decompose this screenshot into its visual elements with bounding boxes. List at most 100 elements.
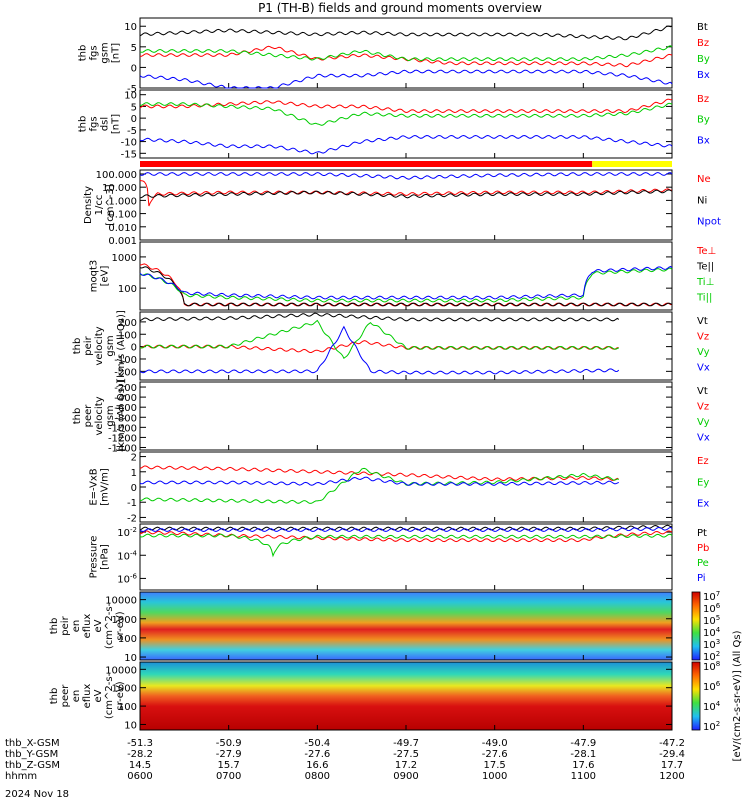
y-tick-label: -1200 (108, 433, 137, 444)
x-axis: thb_X-GSM -51.3 -50.9 -50.4 -49.7 -49.0 -47.9-… (5, 630, 743, 782)
y-axis-label-line: [eV] (100, 266, 111, 287)
y-axis-label-line: en (71, 620, 82, 633)
legend-entry: Vy (697, 417, 710, 428)
series-ey (139, 467, 619, 504)
legend-entry: Ni (697, 195, 707, 206)
x-axis-value: 17.7 (661, 760, 683, 771)
y-axis-label-line: eV (93, 619, 104, 632)
y-axis-label-line: gsm (100, 42, 111, 63)
x-axis-value: 17.2 (395, 760, 417, 771)
x-axis-value: -47.2 (659, 738, 685, 749)
y-tick-label: 100.000 (96, 170, 137, 181)
y-axis-label: thb peir en eflux eV (cm^2-s-sr-eV) (49, 602, 126, 649)
y-axis-label-line: [nPa] (100, 544, 111, 570)
panel-frame (139, 17, 673, 89)
legend-entry: Bz (697, 38, 709, 49)
x-axis-row-label: hhmm (5, 771, 37, 782)
y-tick-label: 1000 (112, 615, 137, 626)
x-axis-row-label: thb_Y-GSM (5, 749, 58, 760)
x-axis-value: 1000 (482, 771, 507, 782)
series-ez (139, 465, 620, 482)
y-tick-label: 5 (131, 102, 137, 113)
y-tick-label: -1 (127, 498, 137, 509)
y-axis-label-line: velocity (94, 396, 105, 435)
y-axis-label-line: sr-eV) (115, 611, 126, 640)
y-axis-label-line: Pressure (89, 536, 100, 579)
legend-entry: Vt (697, 386, 708, 397)
series-bx (139, 69, 673, 89)
mode-bar-yellow (592, 161, 672, 167)
legend-entry: Bx (697, 135, 710, 146)
y-tick-label: 10000 (105, 665, 137, 676)
y-tick-label: 1.000 (108, 196, 137, 207)
colorbar (691, 591, 701, 661)
y-tick-label: -400 (114, 393, 137, 404)
series-npot (139, 172, 673, 180)
panel-4: 1000 100 moqt3 [eV] Te⊥ Te|| Ti⊥ Ti|| (89, 241, 716, 311)
series-vx (139, 325, 620, 375)
legend-entry: Te|| (696, 262, 714, 273)
y-axis-label-line: eflux (82, 684, 93, 709)
x-axis-value: -28.1 (570, 749, 596, 760)
y-tick-label: -5 (127, 84, 137, 95)
panel-8: 10-2 10-4 10-6 Pressure [nPa] Pt Pb Pe Pi (89, 523, 709, 591)
series-te (139, 263, 673, 307)
x-axis-value: -27.5 (393, 749, 419, 760)
y-tick-label: -200 (114, 383, 137, 394)
y-axis-label: thb peer en eflux eV (cm^2-s-sr-eV) (49, 672, 126, 719)
colorbar-unit-label: [eV/(cm2-s-sr-eV)] (All Qs) (732, 630, 743, 761)
y-axis-label-line: (cm^2-s- (104, 672, 115, 719)
y-tick-label: 0 (131, 63, 137, 74)
y-axis-label-line: eV (93, 689, 104, 702)
y-tick-label: 100 (118, 284, 137, 295)
x-axis-value: -49.0 (482, 738, 508, 749)
plot-title: P1 (TH-B) fields and ground moments over… (258, 1, 542, 15)
y-axis-label-line: (cm^2-s- (104, 602, 115, 649)
x-axis-value: -28.2 (127, 749, 153, 760)
panel-7: 2 1 0 -1 -2 E=-VxB [mV/m] Ez Ey Ex (89, 451, 709, 524)
legend-entry: Ti⊥ (696, 277, 714, 288)
y-axis-label: thb fgs dsl [nT] (78, 114, 122, 134)
y-tick-label: 10-4 (117, 549, 137, 562)
legend-entry: Vx (697, 433, 710, 444)
x-axis-value: -27.6 (482, 749, 508, 760)
y-axis-label: E=-VxB [mV/m] (89, 468, 111, 506)
y-axis-label-line: dsl (100, 117, 111, 131)
y-tick-label: -5 (127, 126, 137, 137)
x-axis-value: 15.7 (218, 760, 240, 771)
mode-bars (140, 161, 672, 167)
y-axis-label-line: thb (78, 45, 89, 62)
colorbar-tick-label: 108 (703, 660, 720, 673)
y-tick-label: 10.000 (102, 183, 137, 194)
x-axis-value: 0800 (305, 771, 330, 782)
y-tick-label: -100 (114, 355, 137, 366)
y-tick-label: 1 (131, 468, 137, 479)
series-ti (139, 265, 673, 300)
y-tick-label: -15 (121, 149, 137, 160)
y-tick-label: -600 (114, 403, 137, 414)
panel-frame (139, 381, 673, 451)
x-axis-value: 16.6 (306, 760, 328, 771)
legend-entry: Bz (697, 94, 709, 105)
x-axis-row-label: thb_X-GSM (5, 738, 60, 749)
y-tick-label: 10 (124, 91, 137, 102)
x-axis-value: -49.7 (393, 738, 419, 749)
legend-entry: Pt (697, 528, 707, 539)
y-tick-label: 2 (131, 453, 137, 464)
mode-bar-red (140, 161, 593, 167)
x-axis-value: -27.9 (216, 749, 242, 760)
legend-entry: Vt (697, 316, 708, 327)
y-axis-label-line: thb (72, 338, 83, 355)
y-axis-label-line: [km/s (All Qs)] (116, 380, 127, 452)
series-bt (139, 25, 673, 41)
y-axis-label: moqt3 [eV] (89, 260, 111, 293)
y-tick-label: -1000 (108, 423, 137, 434)
y-axis-label-line: eflux (82, 614, 93, 639)
legend-entry: Vy (697, 347, 710, 358)
y-tick-label: -2 (127, 513, 137, 524)
y-tick-label: 0.001 (108, 236, 137, 247)
legend-entry: By (697, 54, 710, 65)
